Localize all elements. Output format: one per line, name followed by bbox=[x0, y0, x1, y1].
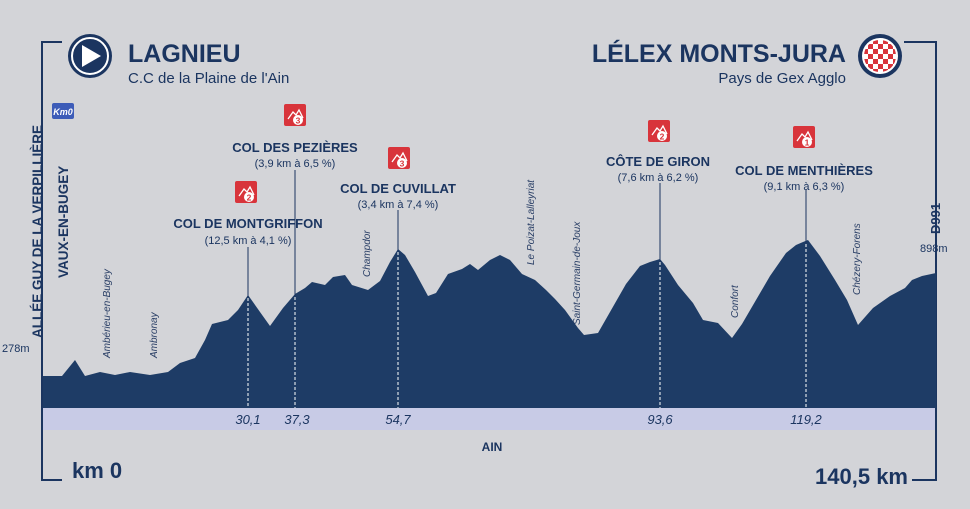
town-saint-germain: Saint-Germain-de-Joux bbox=[572, 221, 583, 325]
finish-name: LÉLEX MONTS-JURA bbox=[592, 39, 846, 68]
profile-base-band bbox=[43, 408, 935, 430]
climb-km-menthieres: 119,2 bbox=[790, 412, 822, 427]
climb-category: 3 bbox=[296, 116, 301, 126]
climb-category: 2 bbox=[660, 132, 665, 142]
climb-name: COL DE CUVILLAT bbox=[340, 181, 456, 196]
town-ambronay: Ambronay bbox=[149, 311, 160, 359]
finish-km-label: 140,5 km bbox=[815, 464, 908, 489]
climb-detail: (3,4 km à 7,4 %) bbox=[358, 199, 439, 211]
climb-pezieres: 3 COL DES PEZIÈRES (3,9 km à 6,5 %) bbox=[232, 104, 358, 170]
climb-km-pezieres: 37,3 bbox=[284, 412, 310, 427]
town-poizat: Le Poizat-Lalleyriat bbox=[526, 179, 537, 265]
finish-checkered-icon bbox=[858, 34, 902, 78]
climb-name: COL DES PEZIÈRES bbox=[232, 140, 358, 155]
town-chezery: Chézery-Forens bbox=[852, 223, 863, 295]
finish-subtitle: Pays de Gex Agglo bbox=[718, 70, 846, 87]
climb-category: 3 bbox=[400, 159, 405, 169]
climb-category: 1 bbox=[805, 138, 810, 148]
climb-category-badge: 1 bbox=[793, 126, 815, 148]
climb-leaders bbox=[247, 170, 807, 298]
climb-detail: (3,9 km à 6,5 %) bbox=[255, 158, 336, 170]
town-champdor: Champdor bbox=[362, 230, 373, 277]
frame-left-line bbox=[41, 41, 62, 481]
town-amberieu: Ambérieu-en-Bugey bbox=[102, 268, 113, 359]
finish-altitude: 898m bbox=[920, 243, 948, 255]
climb-name: COL DE MONTGRIFFON bbox=[173, 216, 322, 231]
finish-road: D991 bbox=[928, 203, 943, 234]
climb-km-giron: 93,6 bbox=[647, 412, 673, 427]
climb-category-badge: 2 bbox=[648, 120, 670, 142]
frame-right-line bbox=[904, 41, 937, 481]
start-street-1: ALLÉE GUY DE LA VERPILLIÈRE bbox=[30, 125, 45, 338]
climb-detail: (9,1 km à 6,3 %) bbox=[764, 181, 845, 193]
climb-category-badge: 2 bbox=[235, 181, 257, 203]
climb-cuvillat: 3 COL DE CUVILLAT (3,4 km à 7,4 %) bbox=[340, 147, 456, 211]
climb-detail: (12,5 km à 4,1 %) bbox=[205, 235, 292, 247]
climb-category: 2 bbox=[247, 193, 252, 203]
km0-badge-label: Km0 bbox=[53, 107, 73, 117]
km0-badge: Km0 bbox=[52, 103, 74, 119]
climb-montgriffon: 2 COL DE MONTGRIFFON (12,5 km à 4,1 %) bbox=[173, 181, 323, 247]
start-flag-icon bbox=[68, 34, 112, 78]
start-street-2: VAUX-EN-BUGEY bbox=[56, 166, 71, 278]
climb-menthieres: 1 COL DE MENTHIÈRES (9,1 km à 6,3 %) bbox=[735, 126, 873, 193]
start-name: LAGNIEU bbox=[128, 40, 241, 68]
start-km-label: km 0 bbox=[72, 458, 122, 483]
town-confort: Confort bbox=[730, 284, 741, 318]
climb-name: COL DE MENTHIÈRES bbox=[735, 163, 873, 178]
climb-detail: (7,6 km à 6,2 %) bbox=[618, 172, 699, 184]
climb-name: CÔTE DE GIRON bbox=[606, 154, 710, 169]
start-altitude: 278m bbox=[2, 343, 30, 355]
climb-category-badge: 3 bbox=[388, 147, 410, 169]
climb-km-montgriffon: 30,1 bbox=[235, 412, 260, 427]
climb-markers bbox=[247, 244, 807, 408]
climb-giron: 2 CÔTE DE GIRON (7,6 km à 6,2 %) bbox=[606, 120, 710, 184]
region-label: AIN bbox=[482, 440, 503, 454]
climb-category-badge: 3 bbox=[284, 104, 306, 126]
climb-km-cuvillat: 54,7 bbox=[385, 412, 411, 427]
elevation-profile bbox=[43, 240, 936, 408]
start-subtitle: C.C de la Plaine de l'Ain bbox=[128, 70, 289, 87]
